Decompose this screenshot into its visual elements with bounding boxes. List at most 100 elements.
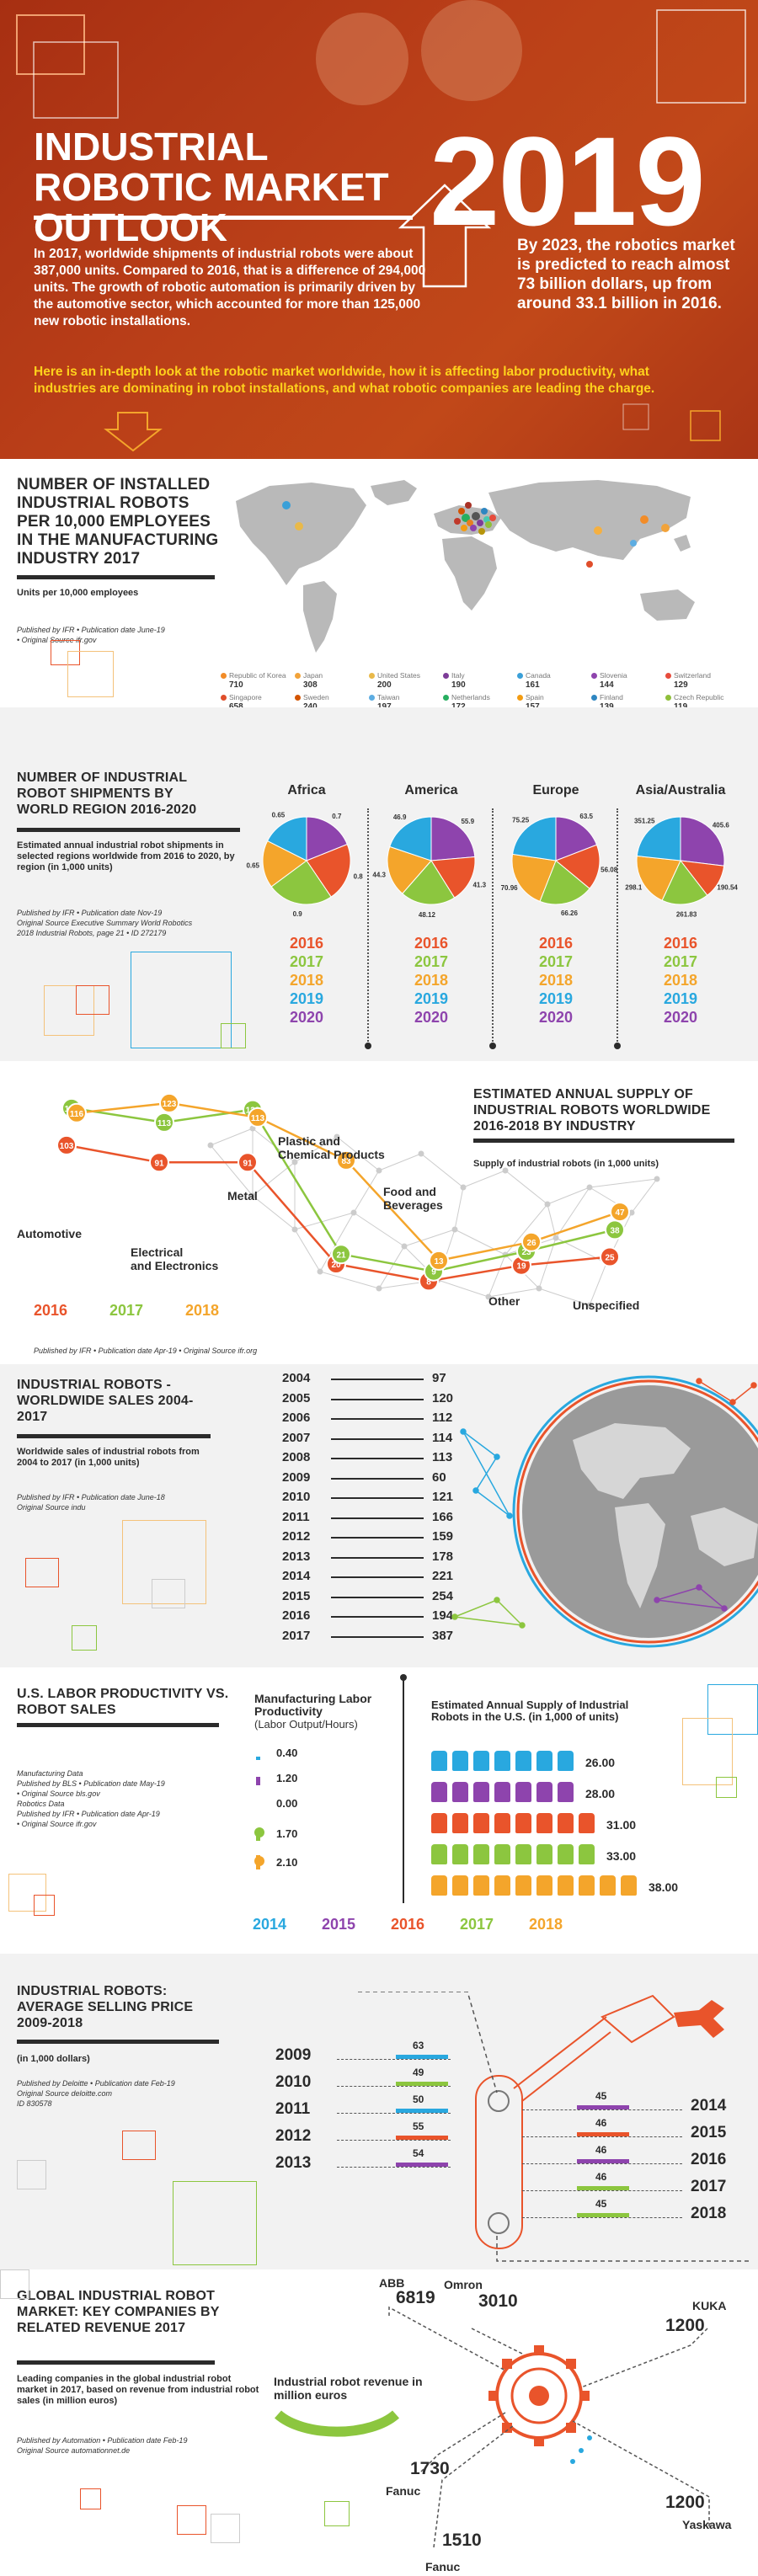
- productivity-value: 0.40: [276, 1747, 298, 1759]
- data-label: 8: [426, 1277, 431, 1287]
- sales-value: 178: [432, 1549, 454, 1564]
- mesh-link: [454, 1229, 506, 1256]
- data-label: 26: [526, 1239, 536, 1248]
- decor-square: [17, 2160, 46, 2189]
- source-line: Published by IFR • Publication date Apr-…: [34, 1347, 258, 1355]
- data-point: [149, 1152, 169, 1173]
- labor-productivity-section: U.S. LABOR PRODUCTIVITY VS. ROBOT SALES …: [0, 1667, 758, 1954]
- sales-dash: [331, 1379, 424, 1380]
- data-label: 25: [605, 1254, 615, 1263]
- robot-icon: [515, 1751, 531, 1771]
- robot-icon: [473, 1813, 489, 1833]
- section-subtitle: Leading companies in the global industri…: [17, 2374, 259, 2406]
- asp-year: 2012: [275, 2127, 312, 2145]
- data-label: 38: [610, 1226, 620, 1235]
- mesh-node: [536, 1285, 542, 1292]
- sales-year: 2008: [282, 1450, 311, 1464]
- data-point: [238, 1152, 258, 1173]
- country-value: 129: [674, 680, 688, 690]
- country-name: Japan: [303, 671, 323, 680]
- year-label: 2019: [414, 990, 449, 1007]
- supply-value: 33.00: [606, 1849, 637, 1863]
- country-legend-item: Switzerland 129: [665, 671, 738, 691]
- mesh-node: [502, 1167, 509, 1174]
- mesh-link: [437, 1279, 489, 1298]
- robot-icon: [536, 1782, 552, 1802]
- sales-dash: [331, 1556, 424, 1559]
- decor-square: [682, 1718, 733, 1785]
- sales-dash: [331, 1517, 424, 1519]
- source-line: Robotics Data: [17, 1800, 65, 1808]
- company-name: Fanuc: [386, 2484, 421, 2498]
- asp-value: 45: [595, 2198, 607, 2210]
- sales-row: 2010 121: [282, 1490, 476, 1508]
- year-label: 2018: [529, 1916, 563, 1933]
- category-label: Electrical and Electronics: [131, 1245, 218, 1272]
- source-line: Published by BLS • Publication date May-…: [17, 1779, 165, 1788]
- section-title: GLOBAL INDUSTRIAL ROBOT MARKET: KEY COMP…: [17, 2289, 220, 2335]
- mesh-link: [378, 1245, 405, 1289]
- productivity-title: Manufacturing Labor Productivity: [254, 1692, 372, 1718]
- robot-icon: [431, 1875, 447, 1896]
- country-value: 240: [303, 702, 318, 707]
- data-point: [600, 1246, 620, 1267]
- sales-dash: [331, 1497, 424, 1499]
- supply-title: Estimated Annual Supply of Industrial Ro…: [431, 1699, 629, 1723]
- pie-label: 0.7: [332, 813, 342, 820]
- robot-icon: [558, 1813, 574, 1833]
- data-label: 23: [521, 1248, 531, 1257]
- robot-icon: [431, 1813, 447, 1833]
- divider-dot: [400, 1674, 407, 1681]
- robot-icon: [473, 1751, 489, 1771]
- mesh-link: [555, 1187, 590, 1239]
- mesh-node: [586, 1302, 593, 1309]
- year-label: 2019: [663, 990, 698, 1007]
- country-legend-item: Czech Republic 119: [665, 693, 738, 707]
- asp-rows: 2009 63 2010 49 2011 50 2012 55 2013 54 45 2014 46 20…: [0, 1954, 758, 2269]
- pie-label: 190.54: [717, 884, 738, 892]
- hero-lead-text: Here is an in-depth look at the robotic …: [34, 365, 655, 396]
- robot-icon: [494, 1782, 510, 1802]
- source-line: Published by Deloitte • Publication date…: [17, 2079, 175, 2088]
- category-label: Food and Beverages: [383, 1185, 443, 1212]
- source-line: • Original Source bls.gov: [17, 1789, 100, 1798]
- data-label: 9: [431, 1268, 436, 1277]
- country-value: 308: [303, 680, 318, 690]
- hero-year: 2019: [430, 110, 706, 252]
- mesh-node: [401, 1243, 408, 1250]
- mesh-link: [378, 1153, 422, 1171]
- company-name: Yaskawa: [682, 2518, 732, 2531]
- country-value: 200: [377, 680, 392, 690]
- data-point: [154, 1112, 174, 1133]
- robot-icon: [558, 1875, 574, 1896]
- mesh-node: [207, 1142, 214, 1149]
- productivity-value: 0.00: [276, 1797, 298, 1810]
- robot-icon: [536, 1844, 552, 1864]
- pie-slice: [306, 816, 348, 861]
- year-label: 2019: [538, 990, 574, 1007]
- sales-row: 2008 113: [282, 1450, 476, 1469]
- asp-year: 2014: [691, 2097, 727, 2115]
- sales-row: 2007 114: [282, 1431, 476, 1449]
- robot-icon: [431, 1782, 447, 1802]
- decor-square: [221, 1023, 246, 1048]
- mesh-link: [589, 1262, 607, 1306]
- company-revenue: 1510: [442, 2531, 482, 2550]
- mesh-link: [547, 1187, 590, 1205]
- pie-label: 70.96: [501, 884, 519, 892]
- country-value: 197: [377, 702, 392, 707]
- data-point: [248, 1107, 268, 1128]
- mesh-link: [454, 1187, 464, 1230]
- worker-icon: [254, 1827, 264, 1837]
- robot-icon: [452, 1813, 468, 1833]
- world-map: [236, 480, 695, 653]
- legend-swatch: [591, 673, 597, 679]
- sales-dash: [331, 1596, 424, 1598]
- column-divider-dot: [365, 1043, 371, 1049]
- country-value: 172: [451, 702, 466, 707]
- region-column: Africa 0.7 0.8 0.9 0.65 0.65 2016 2017 2018 2019 2…: [244, 707, 371, 1061]
- year-label: 2018: [289, 972, 324, 989]
- category-label: Plastic and Chemical Products: [278, 1134, 385, 1161]
- sales-year: 2016: [282, 1608, 311, 1623]
- year-label: 2014: [253, 1916, 287, 1933]
